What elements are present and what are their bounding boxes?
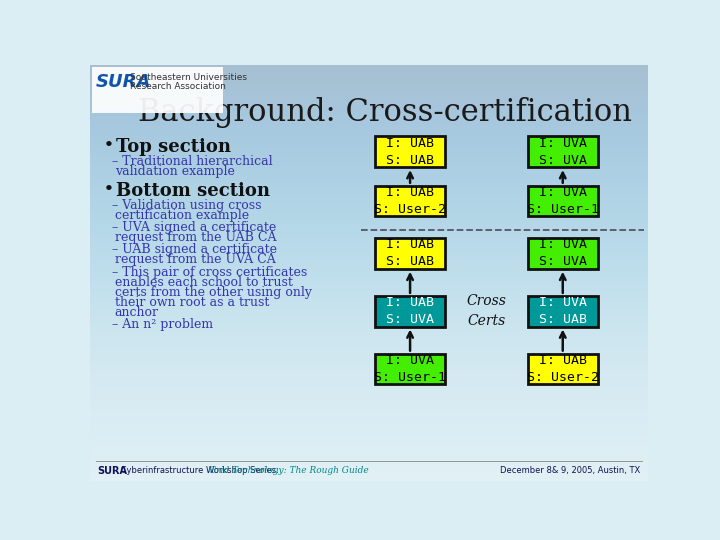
Bar [528, 296, 598, 327]
Text: SURA: SURA [98, 465, 127, 476]
Text: enables each school to trust: enables each school to trust [114, 276, 292, 289]
Text: Background: Cross-certification: Background: Cross-certification [138, 97, 631, 128]
Text: – UVA signed a certificate: – UVA signed a certificate [112, 221, 276, 234]
Text: – This pair of cross certificates: – This pair of cross certificates [112, 266, 307, 279]
Text: their own root as a trust: their own root as a trust [114, 296, 269, 309]
Text: I: UAB
S: UVA: I: UAB S: UVA [386, 296, 434, 326]
Text: anchor: anchor [114, 306, 159, 319]
Text: Cyberinfrastructure Workshop Series:: Cyberinfrastructure Workshop Series: [118, 466, 282, 475]
Bar [375, 137, 445, 167]
Text: request from the UVA CA: request from the UVA CA [114, 253, 276, 266]
Bar [528, 238, 598, 269]
Text: – UAB signed a certificate: – UAB signed a certificate [112, 244, 276, 256]
Text: Top section: Top section [117, 138, 231, 156]
Bar [375, 296, 445, 327]
Bar [528, 186, 598, 217]
Bar [375, 354, 445, 384]
Text: – Validation using cross: – Validation using cross [112, 199, 261, 212]
Text: •: • [104, 138, 114, 152]
Bar [528, 137, 598, 167]
Text: •: • [104, 182, 114, 196]
Bar [375, 186, 445, 217]
Text: Southeastern Universities: Southeastern Universities [130, 72, 247, 82]
Text: certification example: certification example [114, 209, 249, 222]
Text: I: UVA
S: UAB: I: UVA S: UAB [539, 296, 587, 326]
Text: I: UAB
S: User-2: I: UAB S: User-2 [527, 354, 599, 384]
Text: I: UVA
S: UVA: I: UVA S: UVA [539, 137, 587, 167]
Text: Grid Technology: The Rough Guide: Grid Technology: The Rough Guide [210, 466, 369, 475]
Text: request from the UAB CA: request from the UAB CA [114, 231, 276, 244]
Text: I: UAB
S: User-2: I: UAB S: User-2 [374, 186, 446, 216]
Text: Bottom section: Bottom section [117, 182, 270, 200]
Text: I: UAB
S: UAB: I: UAB S: UAB [386, 239, 434, 268]
Text: Research Association: Research Association [130, 82, 226, 91]
Bar [375, 238, 445, 269]
Bar [528, 354, 598, 384]
Text: I: UAB
S: UAB: I: UAB S: UAB [386, 137, 434, 167]
Text: validation example: validation example [114, 165, 235, 178]
Text: – Traditional hierarchical: – Traditional hierarchical [112, 155, 272, 168]
Text: I: UVA
S: User-1: I: UVA S: User-1 [527, 186, 599, 216]
Text: – An n² problem: – An n² problem [112, 318, 213, 331]
Text: I: UVA
S: User-1: I: UVA S: User-1 [374, 354, 446, 384]
Text: SURA: SURA [96, 73, 152, 91]
Bar [92, 67, 222, 113]
Text: certs from the other using only: certs from the other using only [114, 286, 312, 299]
Text: December 8& 9, 2005, Austin, TX: December 8& 9, 2005, Austin, TX [500, 466, 640, 475]
Text: Cross
Certs: Cross Certs [467, 294, 506, 328]
Text: I: UVA
S: UVA: I: UVA S: UVA [539, 239, 587, 268]
